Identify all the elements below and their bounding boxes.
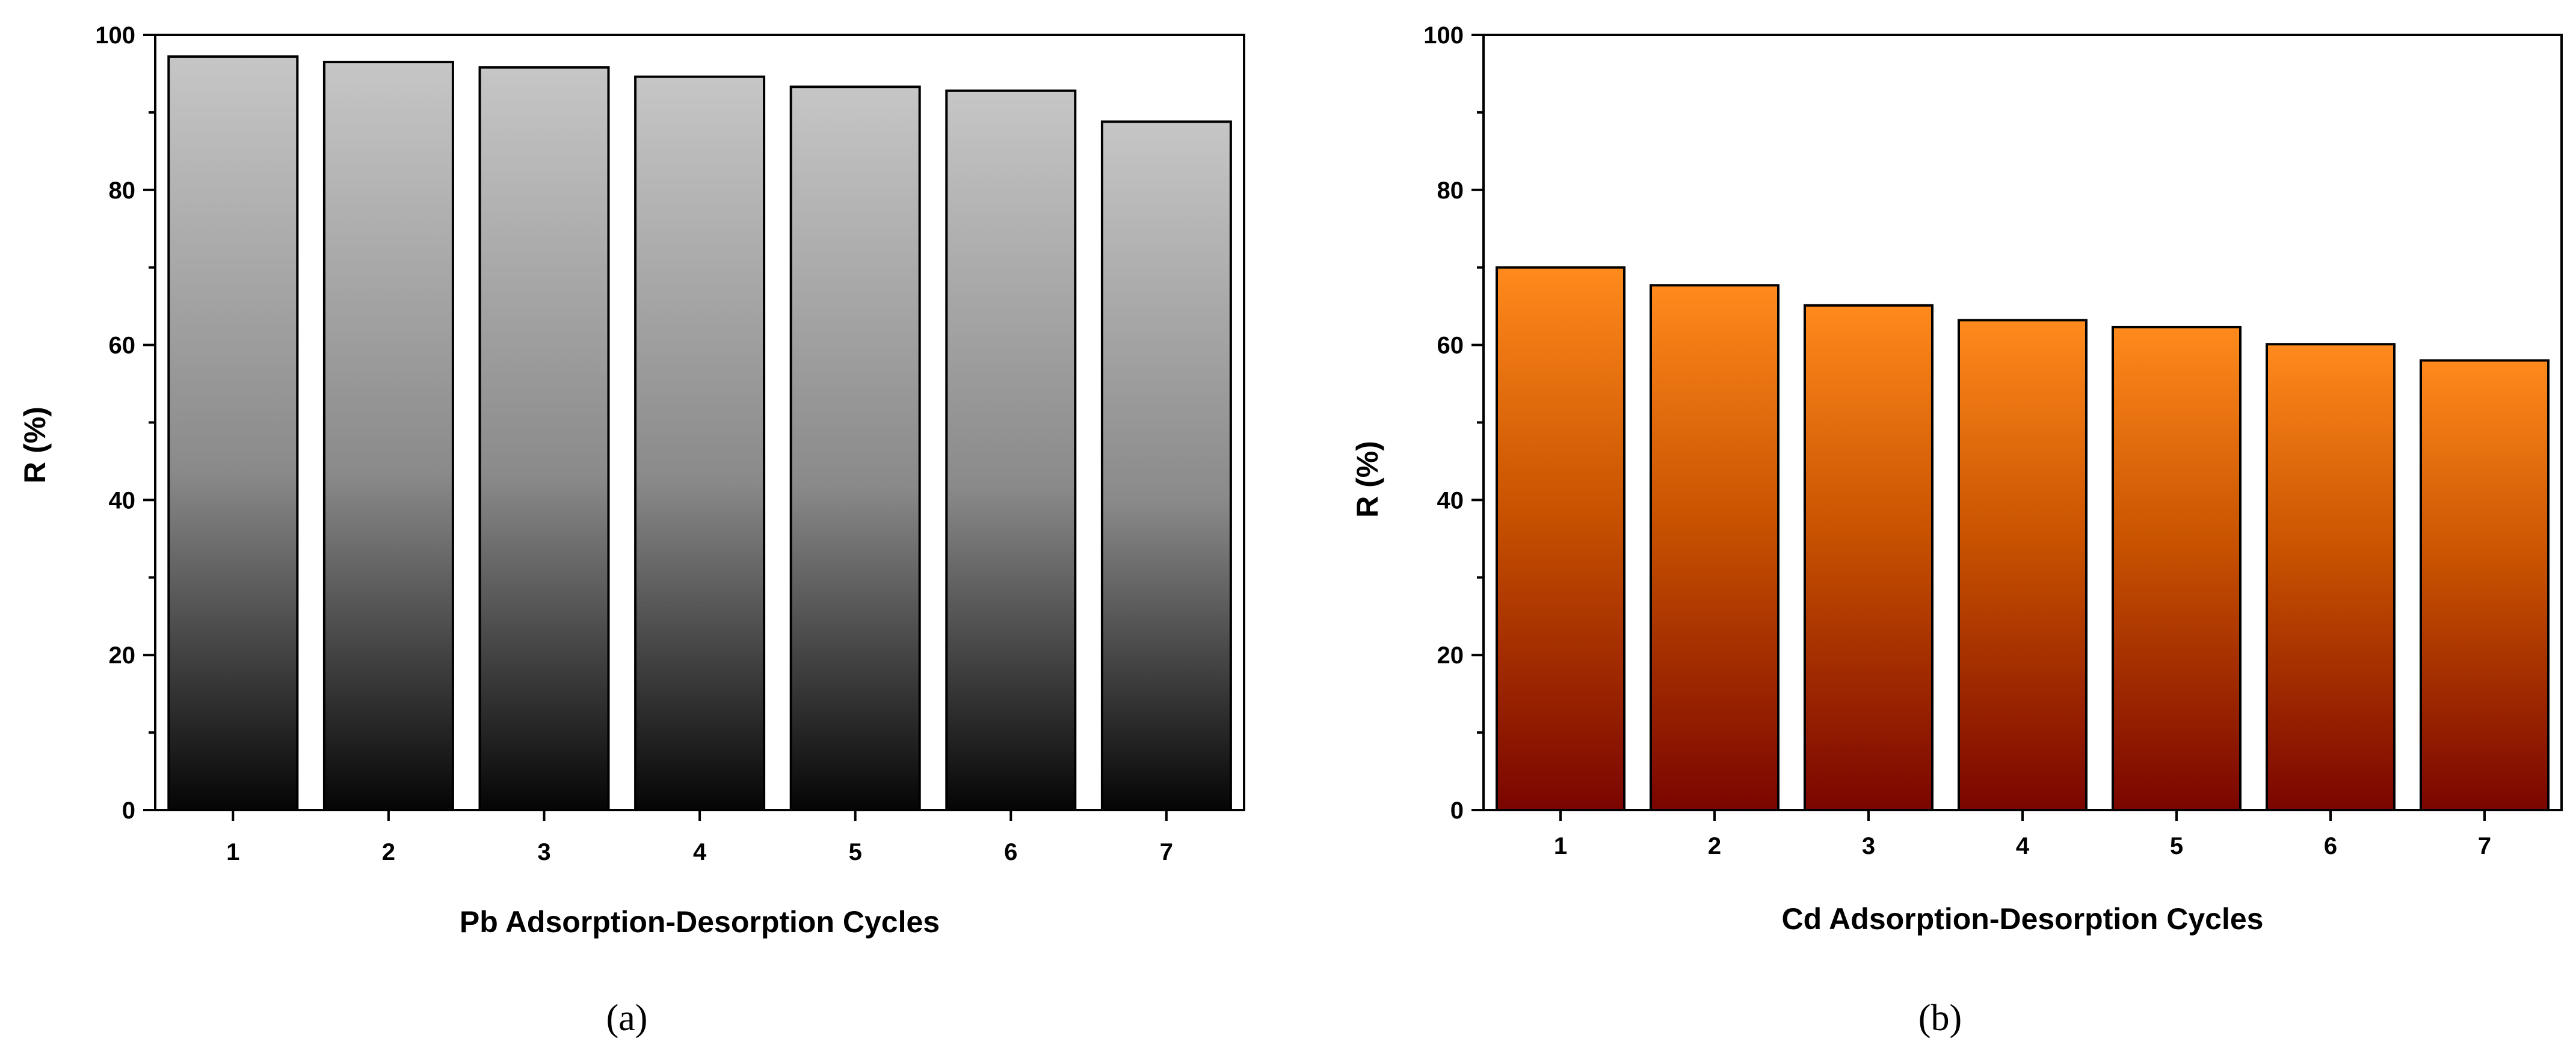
chart-a-ytick-label: 0 [122, 797, 135, 824]
chart-panel-a: R (%) 0 20 40 60 80 100 1 2 3 4 5 6 7 Pb Adsorption… [18, 22, 1245, 1039]
chart-a-ylabel: R (%) [18, 407, 52, 484]
chart-b-xtick-label: 4 [2016, 833, 2030, 859]
chart-a-bar-4 [634, 75, 766, 812]
chart-b-ytick-label: 40 [1437, 487, 1464, 514]
chart-b-bar-7 [2420, 359, 2550, 811]
chart-a-bar-2 [322, 61, 454, 812]
chart-a-yaxis: 0 20 40 60 80 100 [95, 22, 155, 824]
chart-a-bar-5 [789, 85, 921, 811]
chart-a-xtick-label: 2 [382, 839, 395, 865]
chart-b-bar-3 [1804, 304, 1934, 811]
chart-b-bar-2 [1650, 284, 1779, 811]
chart-b-ytick-label: 0 [1450, 797, 1464, 824]
chart-b-yaxis: 0 20 40 60 80 100 [1423, 22, 1484, 824]
chart-b-bar-1 [1496, 266, 1625, 811]
chart-b-ytick-label: 60 [1437, 333, 1464, 359]
chart-b-ylabel: R (%) [1351, 441, 1384, 518]
chart-b-frame [1482, 34, 2563, 811]
chart-b-xtick-label: 7 [2478, 833, 2491, 859]
chart-a-xtick-label: 3 [537, 839, 550, 865]
chart-a-xaxis: 1 2 3 4 5 6 7 [226, 810, 1173, 865]
chart-b-xlabel: Cd Adsorption-Desorption Cycles [1782, 902, 2264, 936]
chart-a-xtick-label: 6 [1004, 839, 1017, 865]
chart-b-ytick-label: 80 [1437, 177, 1464, 204]
chart-b-bar-6 [2266, 343, 2396, 811]
chart-b-xtick-label: 3 [1862, 833, 1875, 859]
chart-b-xtick-label: 6 [2324, 833, 2337, 859]
chart-panel-b: R (%) 0 20 40 60 80 100 1 2 3 4 5 6 7 Cd Adsorption… [1351, 22, 2563, 1039]
chart-a-xtick-label: 1 [226, 839, 239, 865]
chart-b-ytick-label: 100 [1423, 22, 1464, 49]
chart-a-ytick-label: 20 [109, 642, 136, 669]
chart-b-bars [1496, 266, 2550, 811]
chart-b-ytick-label: 20 [1437, 642, 1464, 669]
chart-a-ytick-label: 40 [109, 487, 136, 514]
chart-a-bar-1 [167, 55, 299, 811]
chart-a-bars [167, 55, 1232, 812]
chart-b-xtick-label: 1 [1554, 833, 1567, 859]
chart-a-xlabel: Pb Adsorption-Desorption Cycles [460, 905, 940, 939]
chart-a-xtick-label: 5 [849, 839, 862, 865]
chart-b-xaxis: 1 2 3 4 5 6 7 [1554, 810, 2491, 859]
chart-b-xtick-label: 2 [1708, 833, 1721, 859]
chart-a-panel-label: (a) [606, 998, 648, 1039]
chart-a-bar-3 [478, 66, 610, 812]
chart-a-xtick-label: 4 [693, 839, 707, 865]
chart-a-ytick-label: 100 [95, 22, 135, 49]
chart-b-panel-label: (b) [1918, 998, 1962, 1039]
chart-b-bar-4 [1958, 319, 2088, 811]
chart-a-ytick-label: 80 [109, 177, 136, 204]
chart-b-bar-5 [2112, 325, 2242, 811]
chart-a-bar-6 [945, 89, 1077, 812]
chart-a-bar-7 [1100, 120, 1232, 811]
chart-a-ytick-label: 60 [109, 333, 136, 359]
chart-a-frame [154, 34, 1245, 811]
chart-b-xtick-label: 5 [2170, 833, 2183, 859]
chart-a-xtick-label: 7 [1160, 839, 1173, 865]
